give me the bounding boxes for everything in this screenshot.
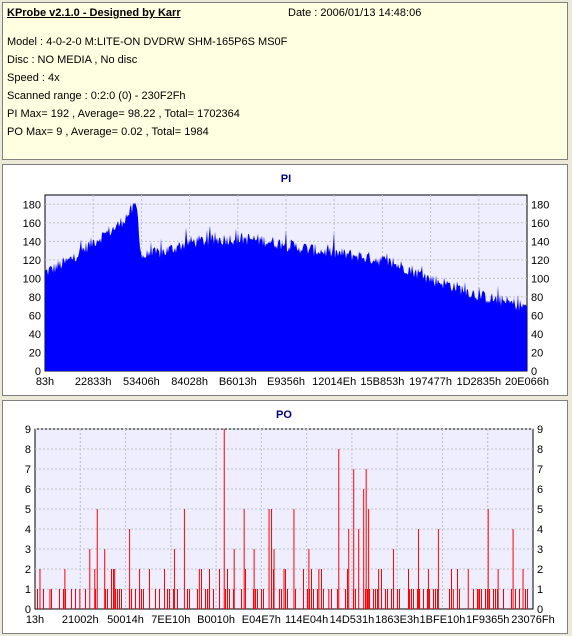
pi-y-tick-right: 100 xyxy=(531,273,549,285)
pi-x-tick-label: 83h xyxy=(36,376,54,388)
app-title: KProbe v2.1.0 - Designed by Karr xyxy=(7,7,181,19)
pi-chart: PI 0 0 20 20 40 40 60 60 80 80 100 100 120 120 140 140 16… xyxy=(23,173,550,388)
disc-line: Disc : NO MEDIA , No disc xyxy=(7,54,138,66)
po-chart: PO 0 0 1 1 2 2 3 3 4 4 5 5 6 6 7 7 8 8 9 9 13h 21002h 50014h 7EE… xyxy=(25,409,555,626)
pi-y-tick-left: 160 xyxy=(23,218,41,230)
po-x-tick-label: E04E7h xyxy=(242,614,281,626)
pi-y-tick-left: 20 xyxy=(29,347,41,359)
pi-x-tick-label: E9356h xyxy=(267,376,305,388)
pi-y-tick-left: 100 xyxy=(23,273,41,285)
pi-y-tick-left: 80 xyxy=(29,292,41,304)
po-x-tick-label: 21002h xyxy=(62,614,99,626)
pi-y-tick-left: 40 xyxy=(29,329,41,341)
po-y-tick-right: 7 xyxy=(537,464,543,476)
pi-y-tick-left: 180 xyxy=(23,199,41,211)
po-y-tick-right: 6 xyxy=(537,484,543,496)
scan-date: Date : 2006/01/13 14:48:06 xyxy=(288,7,422,19)
po-x-tick-label: 7EE10h xyxy=(151,614,190,626)
po-y-tick-left: 3 xyxy=(25,544,31,556)
pi-x-tick-label: 84028h xyxy=(171,376,208,388)
pi-summary-line: PI Max= 192 , Average= 98.22 , Total= 17… xyxy=(7,108,240,120)
pi-y-tick-right: 40 xyxy=(531,329,543,341)
pi-y-tick-left: 60 xyxy=(29,310,41,322)
po-y-tick-left: 6 xyxy=(25,484,31,496)
po-title: PO xyxy=(276,409,292,421)
pi-y-tick-right: 160 xyxy=(531,218,549,230)
speed-line: Speed : 4x xyxy=(7,72,60,84)
pi-y-tick-right: 180 xyxy=(531,199,549,211)
pi-x-tick-label: 1D2835h xyxy=(456,376,501,388)
po-x-tick-label: 14D531h xyxy=(330,614,375,626)
po-x-tick-label: 13h xyxy=(26,614,44,626)
po-y-tick-left: 8 xyxy=(25,444,31,456)
po-summary-line: PO Max= 9 , Average= 0.02 , Total= 1984 xyxy=(7,126,209,138)
pi-x-tick-label: 15B853h xyxy=(360,376,404,388)
pi-y-tick-left: 140 xyxy=(23,236,41,248)
pi-y-tick-left: 120 xyxy=(23,255,41,267)
po-x-tick-label: 1BFE10h xyxy=(420,614,466,626)
model-line: Model : 4-0-2-0 M:LITE-ON DVDRW SHM-165P… xyxy=(7,36,288,48)
po-y-tick-right: 9 xyxy=(537,424,543,436)
po-y-tick-right: 1 xyxy=(537,584,543,596)
po-x-tick-label: 114E04h xyxy=(285,614,328,626)
po-y-tick-right: 3 xyxy=(537,544,543,556)
pi-x-tick-label: 197477h xyxy=(409,376,452,388)
po-y-tick-right: 2 xyxy=(537,564,543,576)
po-y-tick-left: 2 xyxy=(25,564,31,576)
pi-y-tick-right: 120 xyxy=(531,255,549,267)
po-y-tick-left: 1 xyxy=(25,584,31,596)
pi-x-tick-label: 22833h xyxy=(75,376,112,388)
pi-y-tick-right: 60 xyxy=(531,310,543,322)
po-x-tick-label: 23076Fh xyxy=(511,614,554,626)
pi-chart-panel: PI 0 0 20 20 40 40 60 60 80 80 100 100 120 120 140 140 16… xyxy=(2,164,568,396)
pi-area-series xyxy=(45,202,527,371)
pi-y-tick-right: 80 xyxy=(531,292,543,304)
pi-y-tick-right: 20 xyxy=(531,347,543,359)
po-y-tick-right: 4 xyxy=(537,524,543,536)
po-y-tick-left: 4 xyxy=(25,524,31,536)
pi-x-tick-label: 20E066h xyxy=(505,376,549,388)
po-y-tick-left: 7 xyxy=(25,464,31,476)
pi-y-tick-right: 0 xyxy=(531,366,537,378)
pi-y-tick-left: 0 xyxy=(35,366,41,378)
scanned-range-line: Scanned range : 0:2:0 (0) - 230F2Fh xyxy=(7,90,186,102)
po-x-tick-label: B0010h xyxy=(197,614,235,626)
pi-x-tick-label: B6013h xyxy=(219,376,257,388)
po-x-tick-label: 50014h xyxy=(107,614,144,626)
pi-y-tick-right: 140 xyxy=(531,236,549,248)
po-y-tick-right: 0 xyxy=(537,604,543,616)
po-y-tick-right: 5 xyxy=(537,504,543,516)
pi-x-tick-label: 53406h xyxy=(123,376,160,388)
po-x-tick-label: 1863E3h xyxy=(375,614,419,626)
po-y-tick-left: 9 xyxy=(25,424,31,436)
pi-title: PI xyxy=(281,173,291,185)
po-y-tick-left: 5 xyxy=(25,504,31,516)
info-panel: KProbe v2.1.0 - Designed by Karr Date : … xyxy=(2,2,568,160)
po-y-tick-right: 8 xyxy=(537,444,543,456)
po-chart-panel: PO 0 0 1 1 2 2 3 3 4 4 5 5 6 6 7 7 8 8 9 9 13h 21002h 50014h 7EE… xyxy=(2,400,568,634)
po-y-tick-left: 0 xyxy=(25,604,31,616)
pi-x-tick-label: 12014Eh xyxy=(312,376,356,388)
po-x-tick-label: 1F9365h xyxy=(466,614,509,626)
